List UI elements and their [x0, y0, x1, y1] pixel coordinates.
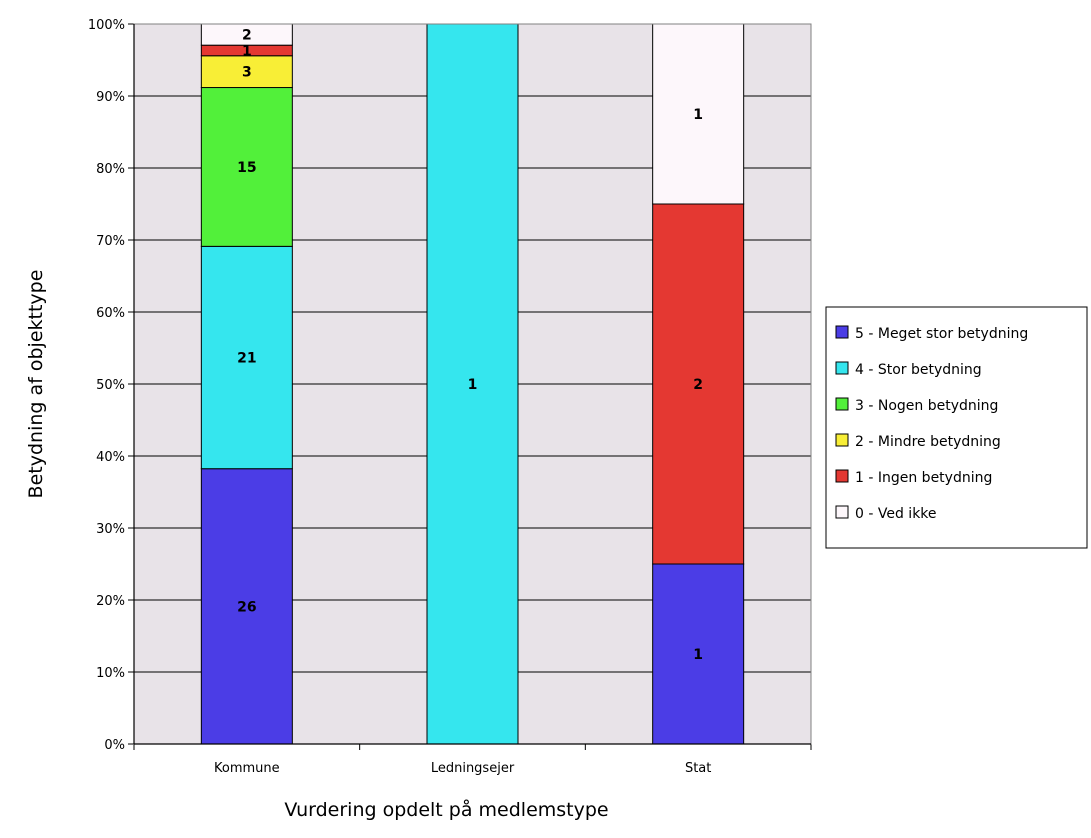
bar-segment: [200, 55, 293, 89]
bar-data-label: 21: [237, 351, 256, 367]
bar-data-label: 1: [468, 377, 478, 393]
bar-segment: [200, 87, 293, 247]
axes: 0% 10% 20% 30% 40% 50% 60% 70% 80% 90% 100% Kommune…: [88, 18, 812, 776]
y-tick-label: 60%: [96, 306, 125, 321]
legend-swatch: [835, 325, 849, 339]
y-tick-label: 10%: [96, 666, 125, 681]
y-tick-label: 50%: [96, 378, 125, 393]
bar-segment: [652, 23, 745, 205]
x-tick-label: Kommune: [214, 761, 280, 776]
legend-swatch: [835, 469, 849, 483]
y-tick-label: 90%: [96, 90, 125, 105]
x-axis-title: Vurdering opdelt på medlemstype: [284, 798, 608, 821]
bar-segment: [200, 245, 293, 470]
bar-data-label: 1: [242, 43, 252, 59]
x-tick-label: Ledningsejer: [431, 761, 515, 776]
bars: [200, 23, 745, 745]
bar-data-label: 1: [693, 107, 703, 123]
bar-segment: [200, 468, 293, 745]
y-tick-label: 100%: [88, 18, 125, 33]
legend-label: 3 - Nogen betydning: [855, 398, 998, 414]
y-tick-label: 40%: [96, 450, 125, 465]
legend-swatch: [835, 505, 849, 519]
legend-label: 5 - Meget stor betydning: [855, 326, 1028, 342]
bar-data-label: 15: [237, 160, 256, 176]
legend: 5 - Meget stor betydning 4 - Stor betydni…: [825, 306, 1088, 549]
legend-label: 0 - Ved ikke: [855, 506, 937, 522]
bar-data-label: 3: [242, 65, 252, 81]
y-tick-label: 80%: [96, 162, 125, 177]
y-tick-label: 0%: [104, 738, 125, 753]
y-axis-title: Betydning af objekttype: [25, 270, 47, 499]
bar-segment: [652, 203, 745, 565]
legend-swatch: [835, 397, 849, 411]
legend-label: 2 - Mindre betydning: [855, 434, 1001, 450]
bar-data-label: 2: [693, 377, 703, 393]
y-tick-label: 70%: [96, 234, 125, 249]
legend-swatch: [835, 433, 849, 447]
bar-data-label: 1: [693, 647, 703, 663]
legend-label: 4 - Stor betydning: [855, 362, 982, 378]
x-tick-label: Stat: [685, 761, 711, 776]
y-tick-label: 20%: [96, 594, 125, 609]
legend-label: 1 - Ingen betydning: [855, 470, 992, 486]
bar-data-label: 2: [242, 28, 252, 44]
legend-box: [825, 306, 1088, 549]
legend-swatch: [835, 361, 849, 375]
bar-data-label: 26: [237, 599, 256, 615]
y-tick-label: 30%: [96, 522, 125, 537]
bar-segment: [652, 563, 745, 745]
